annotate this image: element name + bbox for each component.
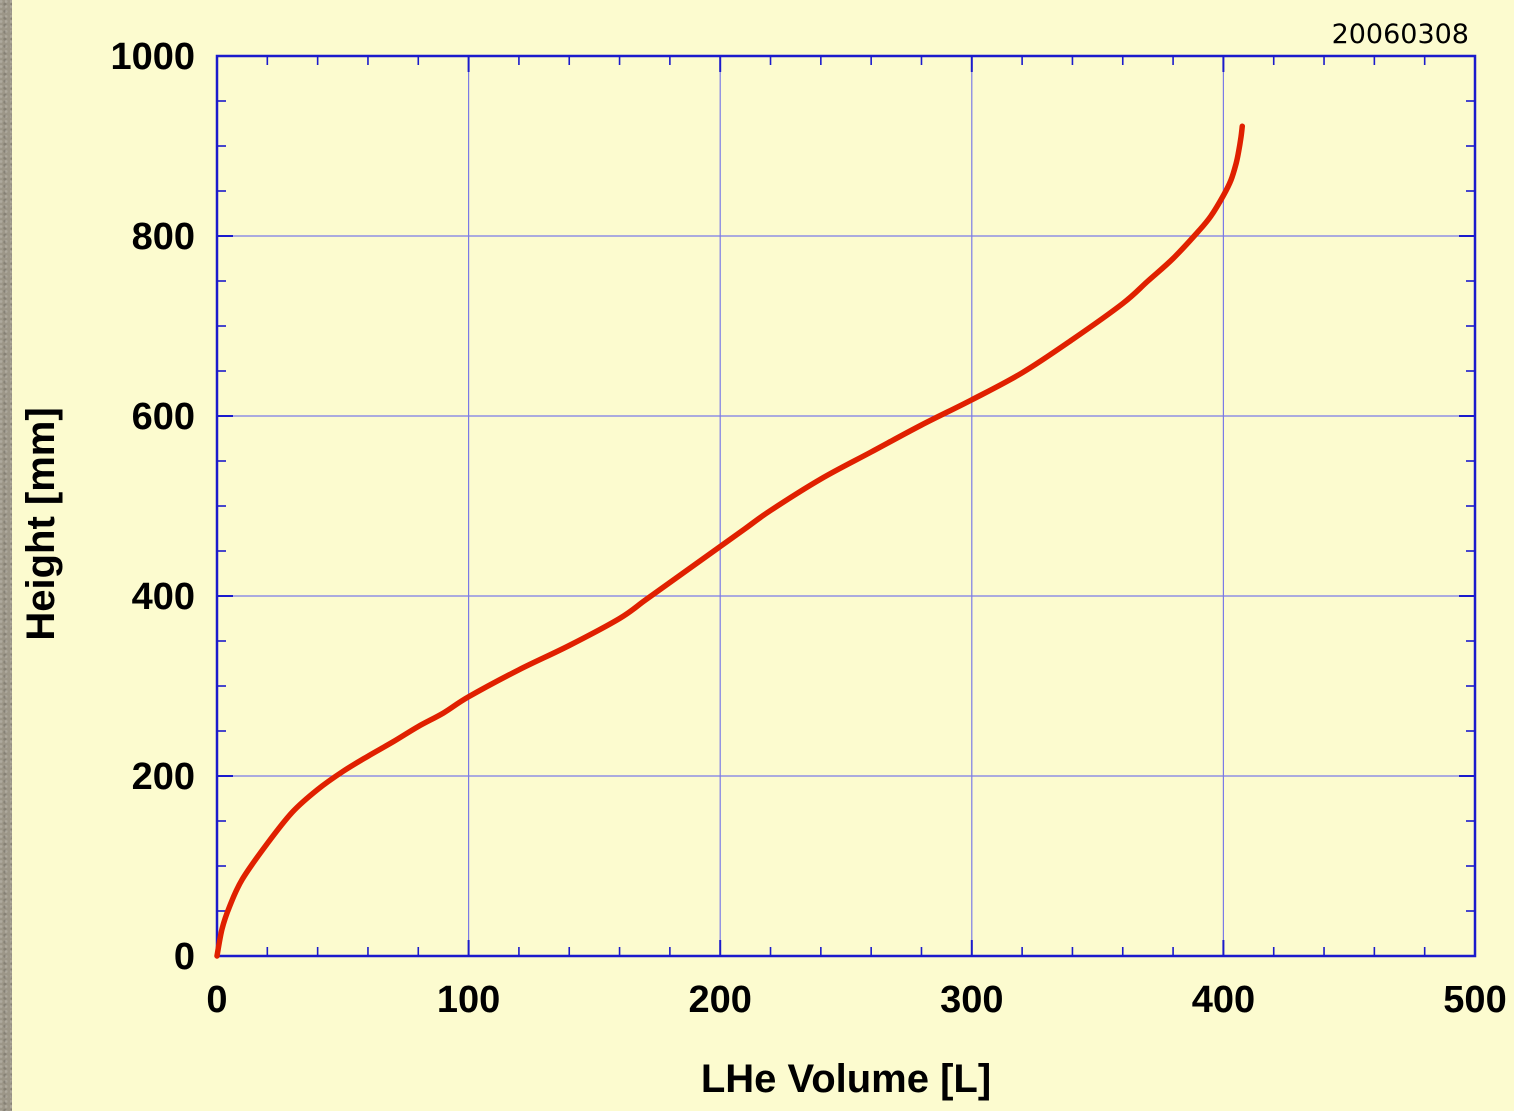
y-tick-label: 1000 (110, 36, 195, 78)
y-tick-label: 400 (132, 576, 195, 618)
grid-lines (217, 56, 1475, 956)
x-tick-label: 100 (437, 979, 500, 1021)
chart-plot: 0 100 200 300 400 500 0 200 400 600 800 1000 200603… (19, 19, 1507, 1101)
y-tick-label: 200 (132, 756, 195, 798)
tick-labels: 0 100 200 300 400 500 0 200 400 600 800 1000 (110, 36, 1506, 1021)
x-tick-label: 400 (1192, 979, 1255, 1021)
y-tick-label: 0 (174, 936, 195, 978)
x-axis-label: LHe Volume [L] (701, 1057, 991, 1101)
x-tick-label: 200 (688, 979, 751, 1021)
chart-panel: 0 100 200 300 400 500 0 200 400 600 800 1000 200603… (12, 0, 1514, 1111)
series-layer (214, 123, 1246, 959)
series-line (214, 123, 1246, 959)
x-tick-label: 300 (940, 979, 1003, 1021)
axis-ticks (216, 55, 1476, 957)
y-axis-label: Height [mm] (19, 407, 63, 640)
x-tick-label: 500 (1443, 979, 1506, 1021)
date-stamp: 20060308 (1332, 19, 1469, 50)
y-tick-label: 600 (132, 396, 195, 438)
plot-frame (215, 54, 1477, 958)
y-tick-label: 800 (132, 216, 195, 258)
x-tick-label: 0 (206, 979, 227, 1021)
